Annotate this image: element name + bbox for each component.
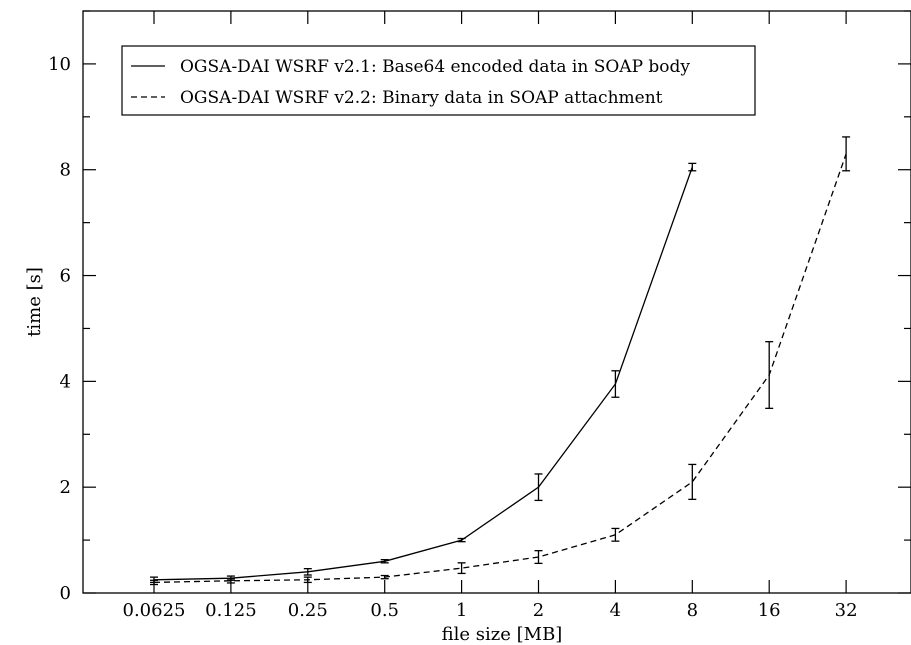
series-2	[150, 136, 851, 586]
x-axis-label: file size [MB]	[442, 624, 563, 645]
error-bar	[303, 576, 312, 584]
x-tick-label: 0.25	[288, 600, 328, 621]
error-bar	[534, 473, 543, 502]
x-tick-label: 16	[758, 600, 781, 621]
error-bar	[457, 562, 466, 575]
x-tick-label: 0.125	[205, 600, 257, 621]
legend-box	[121, 45, 756, 116]
legend: OGSA-DAI WSRF v2.1: Base64 encoded data …	[121, 45, 756, 116]
error-bar	[380, 574, 389, 580]
x-tick-label: 1	[456, 600, 467, 621]
y-tick-label: 8	[60, 160, 71, 181]
x-tick-label: 0.0625	[123, 600, 186, 621]
series-line-1	[153, 166, 693, 581]
x-axis: 0.0625 0.125 0.25 0.5 1 2 4 8 16 32	[123, 11, 858, 621]
y-tick-label: 0	[60, 583, 71, 604]
x-tick-label: 4	[610, 600, 621, 621]
legend-label-v2-2: OGSA-DAI WSRF v2.2: Binary data in SOAP …	[180, 88, 663, 108]
series-line-2	[153, 153, 847, 584]
error-bar	[611, 370, 620, 398]
error-bar	[534, 550, 543, 565]
error-bar	[611, 527, 620, 542]
x-tick-label: 0.5	[370, 600, 399, 621]
y-axis: 0 2 4 6 8 10	[48, 10, 911, 604]
series-layer	[150, 136, 851, 586]
series-1	[150, 162, 697, 584]
y-axis-label: time [s]	[24, 267, 45, 337]
y-tick-label: 10	[48, 54, 71, 75]
error-bar	[688, 162, 697, 172]
error-bar	[688, 463, 697, 501]
x-tick-label: 32	[835, 600, 858, 621]
error-bar	[226, 578, 235, 584]
plot-area	[82, 10, 911, 594]
y-tick-label: 2	[60, 477, 71, 498]
y-tick-label: 4	[60, 371, 71, 392]
error-bar	[765, 341, 774, 409]
x-tick-label: 2	[533, 600, 544, 621]
error-bar	[380, 559, 389, 564]
error-bar	[150, 579, 158, 586]
x-tick-label: 8	[687, 600, 698, 621]
legend-label-v2-1: OGSA-DAI WSRF v2.1: Base64 encoded data …	[180, 57, 690, 77]
error-bar	[303, 568, 312, 576]
error-bar	[842, 136, 851, 172]
plot-frame	[82, 10, 911, 594]
error-bar	[457, 537, 466, 543]
y-tick-label: 6	[60, 266, 71, 287]
